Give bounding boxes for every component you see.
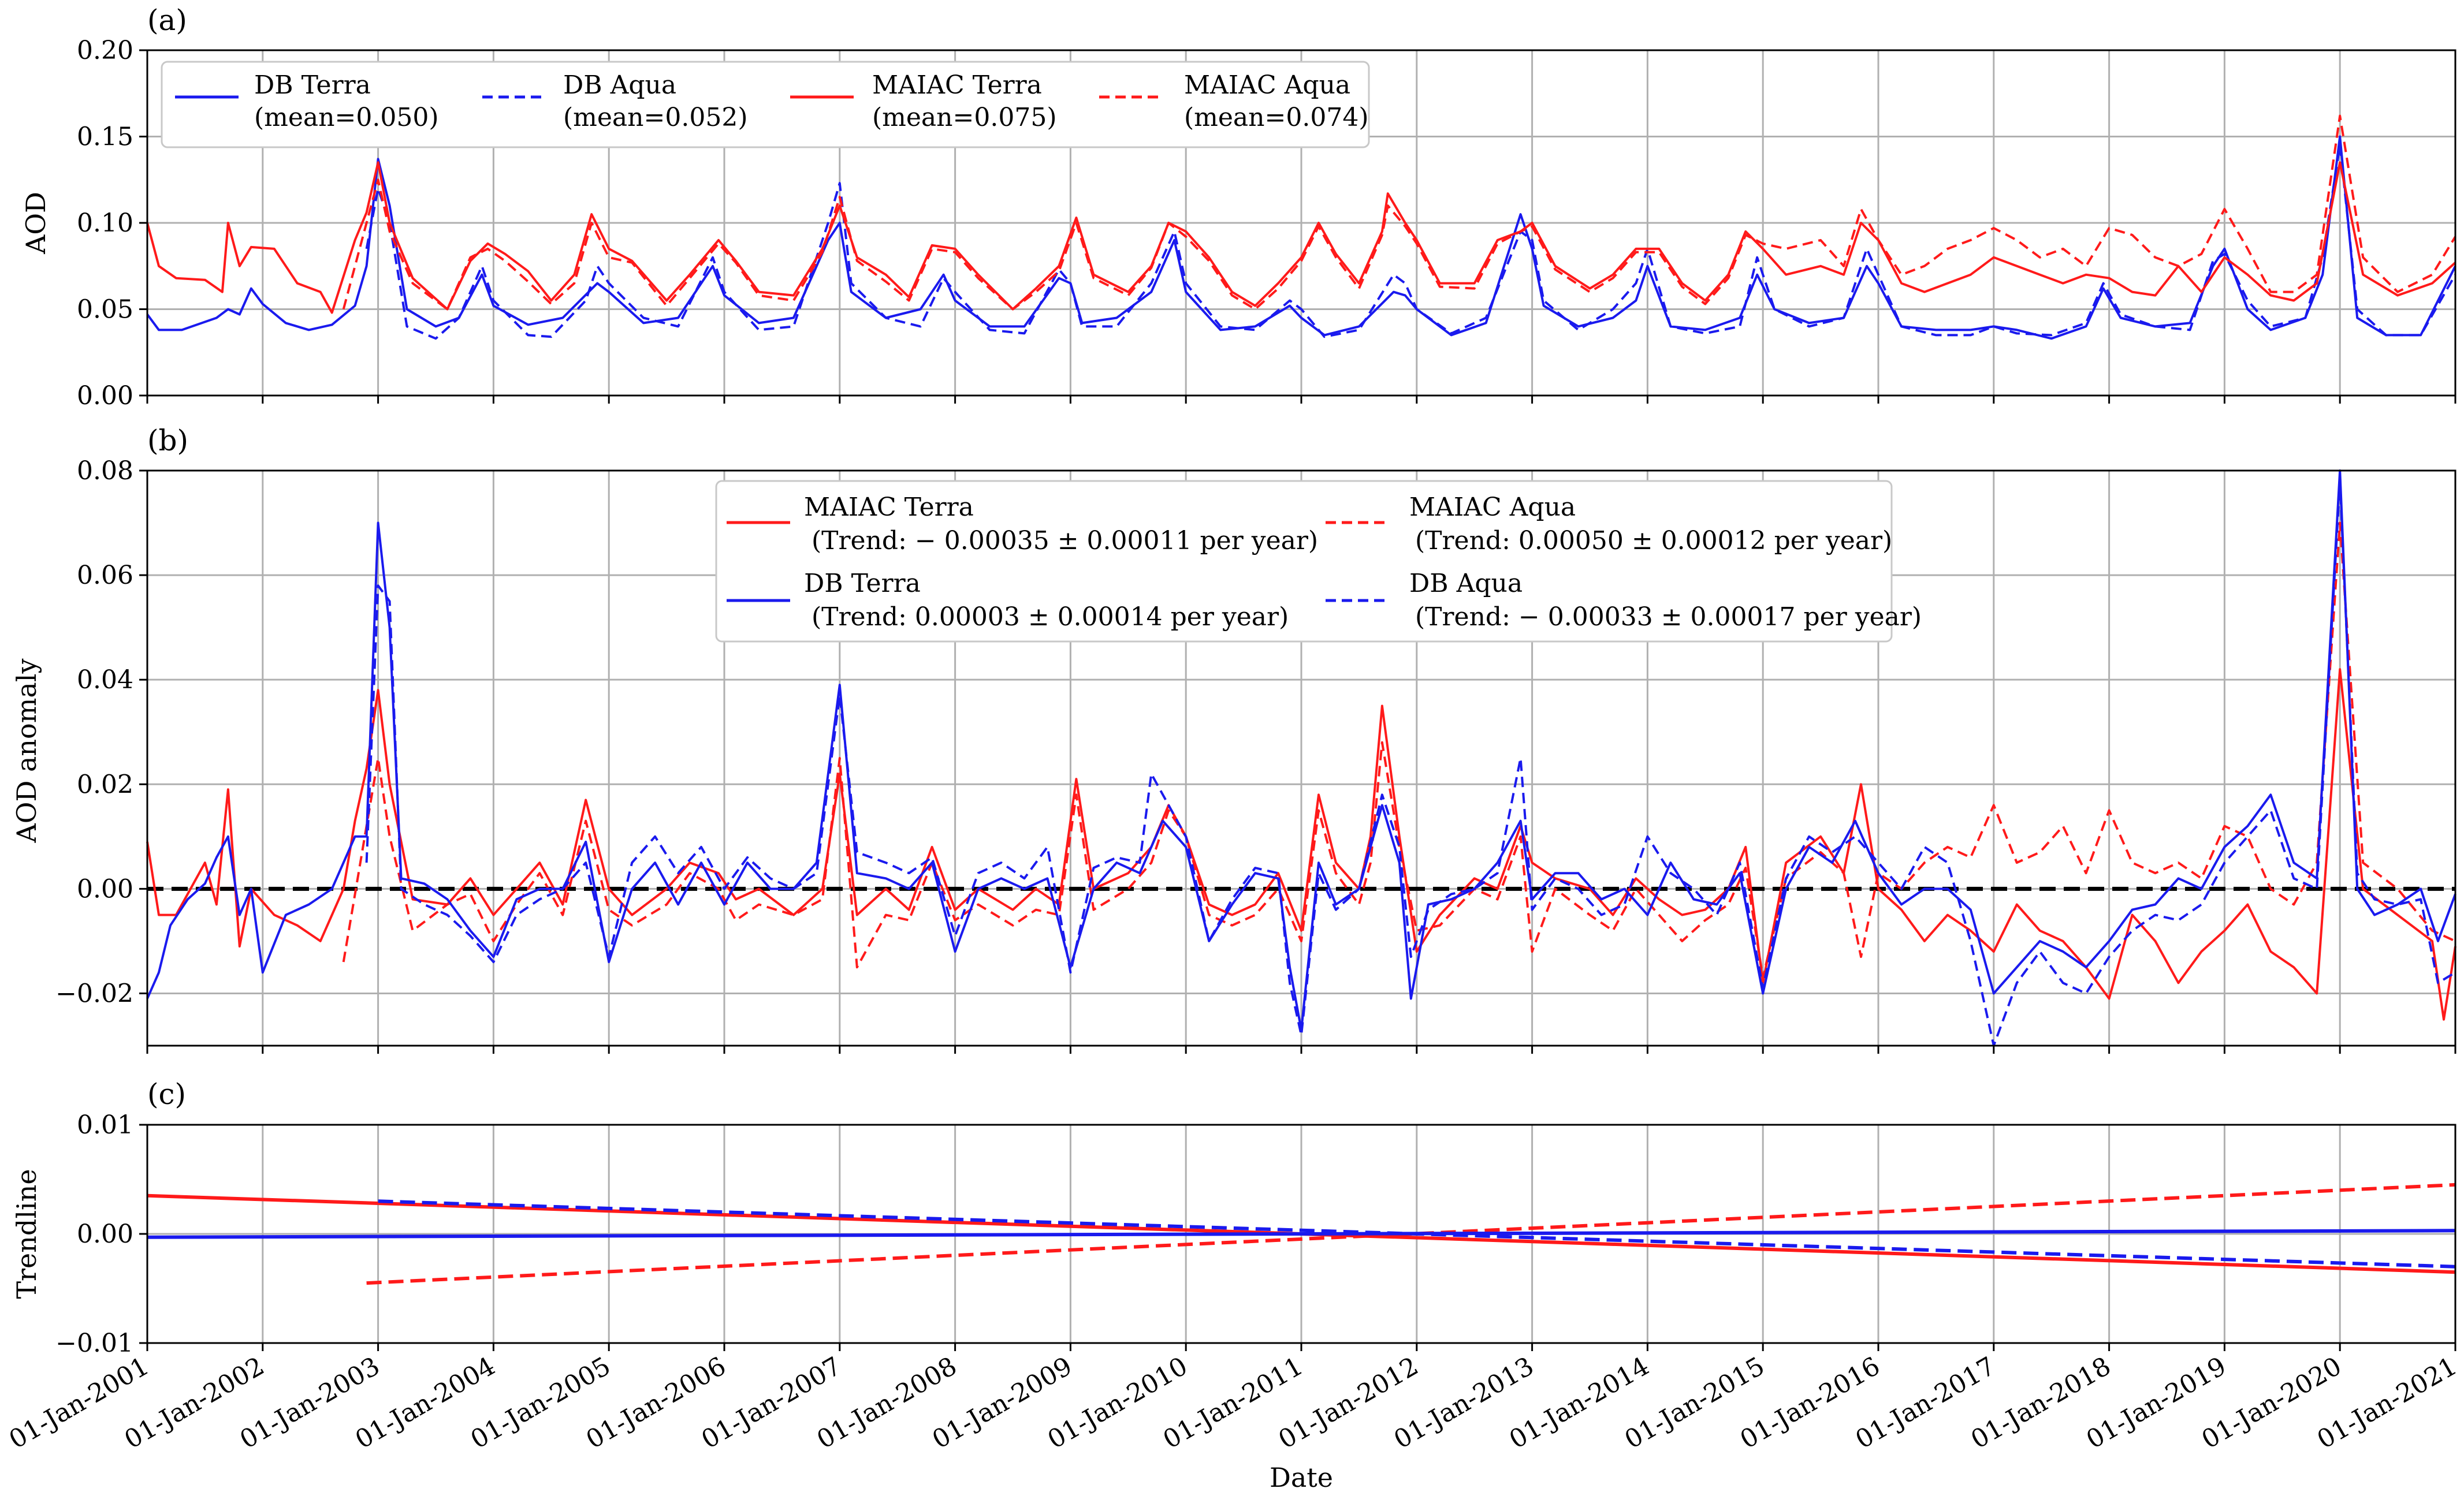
- legend-a-3-label: MAIAC Aqua: [1184, 70, 1350, 100]
- series-b-db-aqua: [365, 480, 2456, 1047]
- panel-b-ylabel: AOD anomaly: [11, 659, 42, 844]
- series-b-maiac-aqua: [342, 521, 2456, 979]
- legend-b-1-sub: (Trend: 0.00050 ± 0.00012 per year): [1415, 526, 1892, 555]
- series-a-db-aqua: [365, 144, 2456, 340]
- series-a-db-terra: [146, 135, 2456, 340]
- legend-a-0-label: DB Terra: [254, 70, 371, 100]
- series-c-db-terra: [147, 1229, 2456, 1239]
- y-tick-label: 0.15: [77, 122, 133, 152]
- panel-a-legend: DB Terra (mean=0.050) DB Aqua (mean=0.05…: [161, 61, 1370, 148]
- panel-c: −0.01 0.00 0.01 (c) Trendline: [11, 1077, 2456, 1358]
- y-tick-label: 0.00: [77, 381, 133, 411]
- legend-b-2-sub: (Trend: 0.00003 ± 0.00014 per year): [812, 602, 1289, 632]
- panel-b: −0.02 0.00 0.02 0.04 0.06 0.08 (b) AOD anomal…: [11, 424, 2456, 1054]
- panel-b-label: (b): [147, 424, 188, 457]
- y-tick-label: −0.01: [55, 1329, 133, 1358]
- series-a-maiac-aqua: [342, 114, 2456, 311]
- legend-b-1-label: MAIAC Aqua: [1409, 493, 1576, 522]
- legend-b-0-label: MAIAC Terra: [804, 493, 974, 522]
- legend-a-0-sub: (mean=0.050): [254, 103, 439, 132]
- legend-b-frame: [715, 480, 1893, 643]
- panel-a-ylabel: AOD: [20, 192, 51, 255]
- panel-c-ylabel: Trendline: [11, 1169, 42, 1299]
- legend-b-3-label: DB Aqua: [1409, 569, 1523, 598]
- panel-a-label: (a): [147, 3, 187, 37]
- legend-a-2-sub: (mean=0.075): [872, 103, 1057, 132]
- y-tick-label: 0.00: [77, 1219, 133, 1249]
- y-tick-label: 0.01: [77, 1110, 133, 1140]
- legend-b-0-sub: (Trend: − 0.00035 ± 0.00011 per year): [812, 526, 1318, 555]
- y-tick-label: 0.02: [77, 770, 133, 799]
- legend-a-1-sub: (mean=0.052): [563, 103, 748, 132]
- y-tick-label: 0.08: [77, 456, 133, 486]
- legend-a-2-label: MAIAC Terra: [872, 70, 1042, 100]
- y-tick-label: 0.00: [77, 874, 133, 904]
- y-tick-label: 0.06: [77, 561, 133, 590]
- x-axis-label: Date: [1270, 1462, 1333, 1492]
- y-tick-label: 0.10: [77, 208, 133, 238]
- y-tick-label: 0.05: [77, 295, 133, 324]
- legend-a-1-label: DB Aqua: [563, 70, 676, 100]
- legend-b-2-label: DB Terra: [804, 569, 921, 598]
- series-c-db-aqua: [378, 1199, 2456, 1269]
- series-b-maiac-terra: [146, 668, 2456, 1021]
- x-tick-labels: 01-Jan-200101-Jan-200201-Jan-200301-Jan-…: [4, 1351, 2462, 1454]
- panel-c-label: (c): [147, 1077, 186, 1111]
- legend-b-3-sub: (Trend: − 0.00033 ± 0.00017 per year): [1415, 602, 1922, 632]
- legend-a-frame: [161, 61, 1370, 148]
- y-tick-label: −0.02: [55, 979, 133, 1008]
- legend-a-3-sub: (mean=0.074): [1184, 103, 1369, 132]
- y-tick-label: 0.04: [77, 665, 133, 695]
- panel-b-legend: MAIAC Terra (Trend: − 0.00035 ± 0.00011 …: [715, 480, 1922, 643]
- panel-a: 0.00 0.05 0.10 0.15 0.20 (a) AOD DB Terra (m…: [20, 3, 2456, 411]
- y-tick-label: 0.20: [77, 36, 133, 65]
